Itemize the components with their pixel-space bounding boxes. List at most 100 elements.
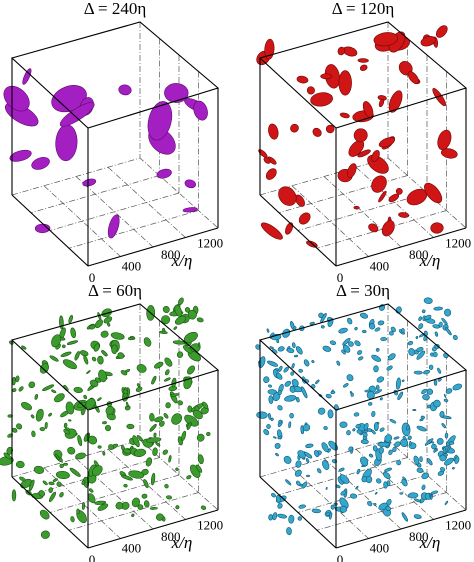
isosurface-blob bbox=[35, 408, 44, 422]
isosurface-blob bbox=[12, 427, 18, 433]
isosurface-blob bbox=[18, 386, 24, 392]
isosurface-blob bbox=[291, 378, 299, 387]
isosurface-blob bbox=[396, 460, 402, 466]
isosurface-blob bbox=[11, 489, 17, 502]
isosurface-blob bbox=[337, 46, 346, 56]
isosurface-blob bbox=[200, 505, 207, 510]
isosurface-blob bbox=[82, 178, 97, 187]
isosurface-blob bbox=[373, 365, 379, 373]
isosurface-blob bbox=[398, 212, 410, 218]
isosurface-blob bbox=[353, 205, 360, 210]
isosurface-blob bbox=[83, 355, 89, 365]
isosurface-blob bbox=[94, 500, 107, 505]
isosurface-blob bbox=[98, 369, 107, 383]
isosurface-blob bbox=[421, 484, 426, 491]
isosurface-blob bbox=[421, 472, 429, 480]
isosurface-blob bbox=[51, 389, 57, 394]
x-tick-label: 400 bbox=[370, 258, 390, 273]
isosurface-blob bbox=[322, 345, 332, 352]
isosurface-blob bbox=[401, 328, 405, 333]
isosurface-blob bbox=[446, 445, 451, 452]
isosurface-blob bbox=[401, 512, 408, 522]
isosurface-blob bbox=[166, 495, 172, 500]
isosurface-blob bbox=[150, 472, 156, 486]
isosurface-blob bbox=[360, 456, 369, 467]
isosurface-blob bbox=[338, 70, 352, 96]
isosurface-blob bbox=[283, 455, 292, 464]
isosurface-blob bbox=[39, 427, 45, 432]
isosurface-blob bbox=[452, 466, 455, 470]
isosurface-blob bbox=[128, 470, 145, 479]
isosurface-blob bbox=[286, 347, 295, 354]
isosurface-blob bbox=[441, 317, 448, 325]
isosurface-blob bbox=[416, 467, 424, 473]
isosurface-blob bbox=[182, 207, 198, 213]
isosurface-blob bbox=[420, 35, 436, 47]
isosurface-blob bbox=[278, 186, 297, 206]
isosurface-blob bbox=[11, 376, 16, 386]
isosurface-blob bbox=[81, 502, 86, 510]
isosurface-blob bbox=[266, 328, 270, 333]
isosurface-blob bbox=[118, 84, 132, 96]
isosurface-blob bbox=[198, 342, 201, 348]
isosurface-blob bbox=[187, 309, 197, 320]
isosurface-blob bbox=[441, 423, 447, 429]
isosurface-blob bbox=[149, 506, 158, 510]
isosurface-blob bbox=[103, 316, 113, 324]
isosurface-blob bbox=[350, 493, 358, 499]
x-tick-label: 0 bbox=[337, 270, 344, 285]
isosurface-blob bbox=[85, 398, 96, 409]
isosurface-blob bbox=[269, 346, 274, 350]
isosurface-blob bbox=[423, 369, 431, 375]
isosurface-blob bbox=[366, 391, 375, 400]
x-tick-label: 1200 bbox=[445, 517, 471, 532]
isosurface-blob bbox=[330, 390, 336, 395]
isosurface-blob bbox=[63, 429, 71, 435]
isosurface-blob bbox=[395, 377, 401, 390]
isosurface-blob bbox=[268, 413, 272, 420]
isosurface-blob bbox=[444, 500, 449, 506]
isosurface-blob bbox=[143, 500, 150, 508]
isosurface-blob bbox=[93, 343, 100, 352]
isosurface-blob bbox=[408, 492, 419, 499]
isosurface-blob bbox=[375, 348, 380, 352]
isosurface-blob bbox=[115, 501, 124, 510]
x-tick-label: 800 bbox=[409, 247, 429, 262]
isosurface-blob bbox=[416, 425, 427, 432]
isosurface-blob bbox=[310, 92, 333, 107]
x-tick-label: 0 bbox=[89, 270, 96, 285]
isosurface-blob bbox=[3, 85, 30, 112]
isosurface-blob bbox=[413, 455, 420, 465]
isosurface-blob bbox=[294, 194, 305, 207]
isosurface-blob bbox=[399, 492, 404, 495]
isosurface-blob bbox=[419, 418, 424, 422]
isosurface-blob bbox=[407, 71, 420, 85]
isosurface-blob bbox=[154, 361, 164, 369]
isosurface-blob bbox=[163, 413, 169, 419]
isosurface-blob bbox=[52, 478, 58, 482]
isosurface-blob bbox=[339, 474, 350, 484]
isosurface-blob bbox=[101, 350, 108, 357]
isosurface-blob bbox=[342, 337, 351, 346]
isosurface-blob bbox=[59, 491, 64, 498]
isosurface-blob bbox=[263, 157, 271, 164]
x-tick-label: 800 bbox=[161, 529, 181, 544]
isosurface-blob bbox=[263, 376, 270, 383]
isosurface-blob bbox=[427, 404, 431, 409]
isosurface-blob bbox=[123, 448, 131, 454]
isosurface-blob bbox=[339, 497, 349, 509]
isosurface-blob bbox=[136, 364, 147, 373]
isosurface-blob bbox=[135, 386, 143, 392]
isosurface-blob bbox=[430, 490, 439, 495]
x-tick-label: 400 bbox=[122, 258, 142, 273]
isosurface-blob bbox=[147, 101, 173, 141]
isosurface-blob bbox=[413, 498, 422, 503]
isosurface-blob bbox=[439, 411, 445, 418]
isosurface-blob bbox=[401, 422, 411, 437]
isosurface-blob bbox=[394, 441, 401, 448]
panel: Δ = 240η 0 400 800 1200 x/η bbox=[3, 0, 223, 285]
grid-line bbox=[68, 492, 199, 531]
isosurface-blob bbox=[74, 351, 80, 361]
isosurface-blob bbox=[301, 481, 308, 489]
isosurface-blob bbox=[270, 417, 274, 421]
